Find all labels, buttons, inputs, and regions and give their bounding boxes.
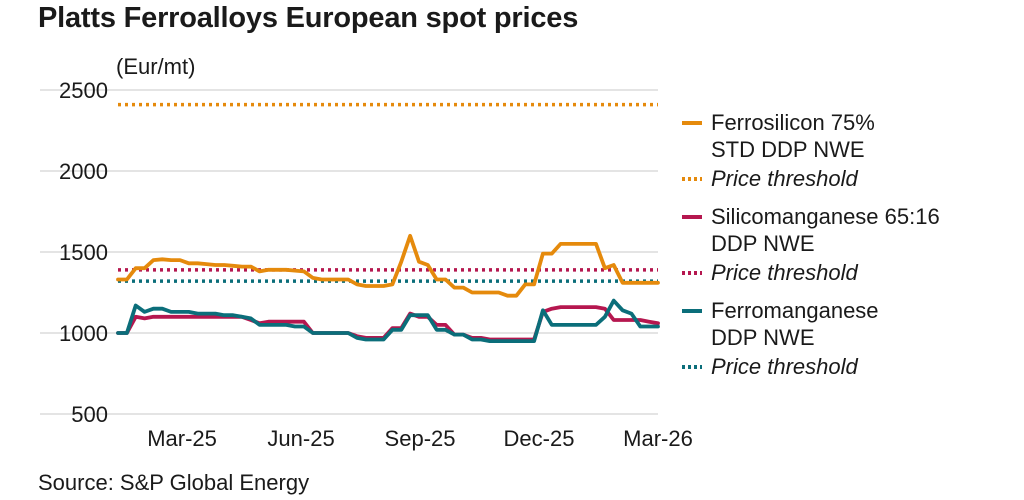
x-tick-label: Dec-25: [504, 426, 575, 451]
y-tick-label: 2500: [59, 78, 108, 103]
legend-label: Ferromanganese: [711, 298, 879, 323]
y-tick-label: 500: [71, 402, 108, 427]
y-axis-ticks: 2500 2000 1500 1000 500: [59, 78, 108, 427]
y-tick-label: 2000: [59, 159, 108, 184]
x-tick-label: Mar-25: [147, 426, 217, 451]
legend-label: STD DDP NWE: [711, 137, 865, 162]
legend-label: Price threshold: [711, 354, 859, 379]
x-tick-label: Jun-25: [267, 426, 334, 451]
legend-label: Price threshold: [711, 260, 859, 285]
grid-lines: [40, 89, 658, 415]
source-note: Source: S&P Global Energy: [38, 470, 310, 495]
x-axis-ticks: Mar-25 Jun-25 Sep-25 Dec-25 Mar-26: [147, 426, 693, 451]
chart-title: Platts Ferroalloys European spot prices: [38, 2, 579, 34]
x-tick-label: Mar-26: [623, 426, 693, 451]
legend-label: DDP NWE: [711, 231, 815, 256]
legend-label: Ferrosilicon 75%: [711, 110, 875, 135]
y-tick-label: 1000: [59, 321, 108, 346]
series-line: [116, 298, 660, 344]
x-tick-label: Sep-25: [385, 426, 456, 451]
series-lines: [116, 102, 660, 344]
legend: Ferrosilicon 75%STD DDP NWE Price thresho…: [682, 110, 940, 379]
legend-label: Silicomanganese 65:16: [711, 204, 940, 229]
legend-label: Price threshold: [711, 166, 859, 191]
y-tick-label: 1500: [59, 240, 108, 265]
y-axis-unit-label: (Eur/mt): [116, 54, 196, 79]
series-line: [116, 233, 660, 298]
legend-label: DDP NWE: [711, 325, 815, 350]
